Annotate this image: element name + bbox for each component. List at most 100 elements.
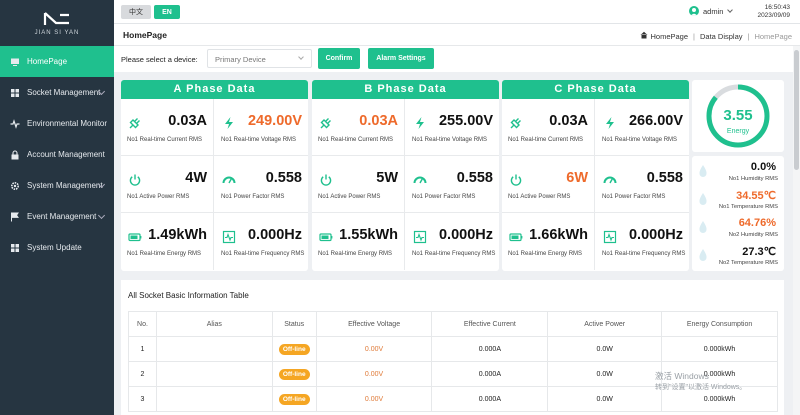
metric-value: 249.00V (247, 113, 302, 129)
cell-power: 0.0W (547, 386, 663, 412)
breadcrumb-data-display[interactable]: Data Display (699, 31, 743, 41)
phase-card: B Phase Data 0.03A No1 Real-time Current R… (312, 80, 499, 271)
sidebar-item-environmental-monitor[interactable]: Environmental Monitor (0, 108, 114, 139)
metric-label: No1 Active Power RMS (127, 194, 190, 200)
energy-gauge: 3.55 Energy (706, 84, 770, 148)
clock-date: 2023/09/09 (757, 12, 790, 19)
metric-value: 4W (185, 170, 207, 186)
metric-current: 0.03A No1 Real-time Current RMS (121, 99, 214, 156)
metric-value: 0.558 (456, 170, 493, 186)
page-scrollbar[interactable] (793, 46, 800, 415)
sidebar-item-label: Socket Management (27, 88, 101, 97)
column-header: Status (271, 311, 317, 337)
sidebar-item-system-update[interactable]: System Update (0, 232, 114, 263)
page-header: HomePage HomePage | Data Display | HomeP… (114, 24, 800, 46)
breadcrumb-current: HomePage (754, 31, 792, 41)
metric-value: 0.000Hz (247, 227, 302, 243)
device-select[interactable]: Primary Device (207, 49, 312, 68)
metric-label: No1 Active Power RMS (508, 194, 571, 200)
metric-current: 0.03A No1 Real-time Current RMS (502, 99, 595, 156)
environment-value: 64.76% (738, 217, 776, 229)
freq-icon (222, 230, 236, 244)
environment-value: 27.3℃ (742, 246, 776, 258)
table-row[interactable]: 1 Off-line 0.00V 0.000A 0.0W 0.000kWh (128, 336, 778, 362)
cell-no: 1 (128, 336, 157, 362)
environment-label: No1 Temperature RMS (718, 204, 778, 210)
voltage-icon (603, 116, 617, 130)
sidebar-item-label: Environmental Monitor (27, 119, 108, 128)
energy-icon (509, 230, 523, 244)
metric-value: 0.000Hz (628, 227, 683, 243)
monitor-icon (10, 57, 20, 67)
table-row[interactable]: 2 Off-line 0.00V 0.000A 0.0W 0.000kWh (128, 361, 778, 387)
cell-energy: 0.000kWh (661, 386, 778, 412)
divider (312, 155, 499, 156)
column-header: Alias (155, 311, 273, 337)
sidebar-item-label: Event Management (27, 212, 97, 221)
freq-icon (413, 230, 427, 244)
phase-title: A Phase Data (121, 80, 308, 99)
sidebar-item-account-management[interactable]: Account Management (0, 139, 114, 170)
voltage-icon (222, 116, 236, 130)
phase-metrics-grid: 0.03A No1 Real-time Current RMS 249.00V No1… (121, 99, 308, 271)
phase-card: C Phase Data 0.03A No1 Real-time Current R… (502, 80, 689, 271)
phase-metrics-grid: 0.03A No1 Real-time Current RMS 266.00V No1… (502, 99, 689, 271)
sidebar-item-event-management[interactable]: Event Management (0, 201, 114, 232)
metric-label: No1 Real-time Frequency RMS (412, 251, 496, 257)
sidebar: JIAN SI YAN HomePage Socket Management Env… (0, 0, 114, 415)
device-bar: Please select a device: Primary Device C… (114, 46, 800, 72)
language-english-button[interactable]: EN (154, 5, 180, 19)
sidebar-item-label: System Management (27, 181, 103, 190)
metric-label: No1 Real-time Voltage RMS (602, 137, 678, 143)
voltage-icon (413, 116, 427, 130)
confirm-button[interactable]: Confirm (318, 48, 360, 69)
metric-voltage: 266.00V No1 Real-time Voltage RMS (596, 99, 689, 156)
metric-freq: 0.000Hz No1 Real-time Frequency RMS (406, 213, 499, 270)
metric-freq: 0.000Hz No1 Real-time Frequency RMS (596, 213, 689, 270)
divider (502, 155, 689, 156)
cell-power: 0.0W (547, 361, 663, 387)
pf-icon (222, 173, 236, 187)
sidebar-item-label: Account Management (27, 150, 105, 159)
language-chinese-button[interactable]: 中文 (121, 5, 151, 19)
metric-value: 5W (376, 170, 398, 186)
column-header: No. (128, 311, 157, 337)
clock: 16:50:43 2023/09/09 (757, 4, 790, 20)
environment-item: 0.0% No1 Humidity RMS (692, 159, 784, 187)
metric-label: No1 Real-time Energy RMS (318, 251, 393, 257)
sidebar-item-homepage[interactable]: HomePage (0, 46, 114, 77)
sidebar-nav: HomePage Socket Management Environmental M… (0, 46, 114, 263)
cell-voltage: 0.00V (315, 336, 433, 362)
alarm-settings-button[interactable]: Alarm Settings (368, 48, 434, 69)
socket-table-title: All Socket Basic Information Table (128, 291, 249, 300)
metric-pf: 0.558 No1 Power Factor RMS (596, 156, 689, 213)
cell-status: Off-line (271, 386, 317, 412)
status-badge: Off-line (278, 368, 310, 380)
sidebar-item-socket-management[interactable]: Socket Management (0, 77, 114, 108)
cell-current: 0.000A (431, 336, 549, 362)
cell-current: 0.000A (431, 386, 549, 412)
metric-value: 1.49kWh (148, 227, 207, 243)
user-menu[interactable]: admin (689, 6, 734, 16)
metric-value: 0.03A (359, 113, 398, 129)
metric-label: No1 Real-time Energy RMS (508, 251, 583, 257)
metric-energy: 1.55kWh No1 Real-time Energy RMS (312, 213, 405, 270)
environment-item: 34.55℃ No1 Temperature RMS (692, 187, 784, 215)
environment-label: No2 Temperature RMS (718, 260, 778, 266)
scrollbar-thumb[interactable] (794, 50, 799, 170)
metric-value: 0.000Hz (438, 227, 493, 243)
metric-label: No1 Real-time Current RMS (318, 137, 394, 143)
current-icon (128, 116, 142, 130)
brand-logo[interactable]: JIAN SI YAN (0, 0, 114, 46)
divider (121, 212, 308, 213)
metric-voltage: 249.00V No1 Real-time Voltage RMS (215, 99, 308, 156)
environment-item: 27.3℃ No2 Temperature RMS (692, 243, 784, 271)
breadcrumb-home[interactable]: HomePage (650, 31, 689, 41)
table-row[interactable]: 3 Off-line 0.00V 0.000A 0.0W 0.000kWh (128, 386, 778, 412)
temperature-icon (698, 248, 708, 262)
socket-table: No. Alias Status Effective Voltage Effective… (128, 311, 778, 412)
sidebar-item-system-management[interactable]: System Management (0, 170, 114, 201)
environment-label: No2 Humidity RMS (728, 232, 778, 238)
metric-label: No1 Real-time Frequency RMS (602, 251, 686, 257)
temperature-icon (698, 192, 708, 206)
